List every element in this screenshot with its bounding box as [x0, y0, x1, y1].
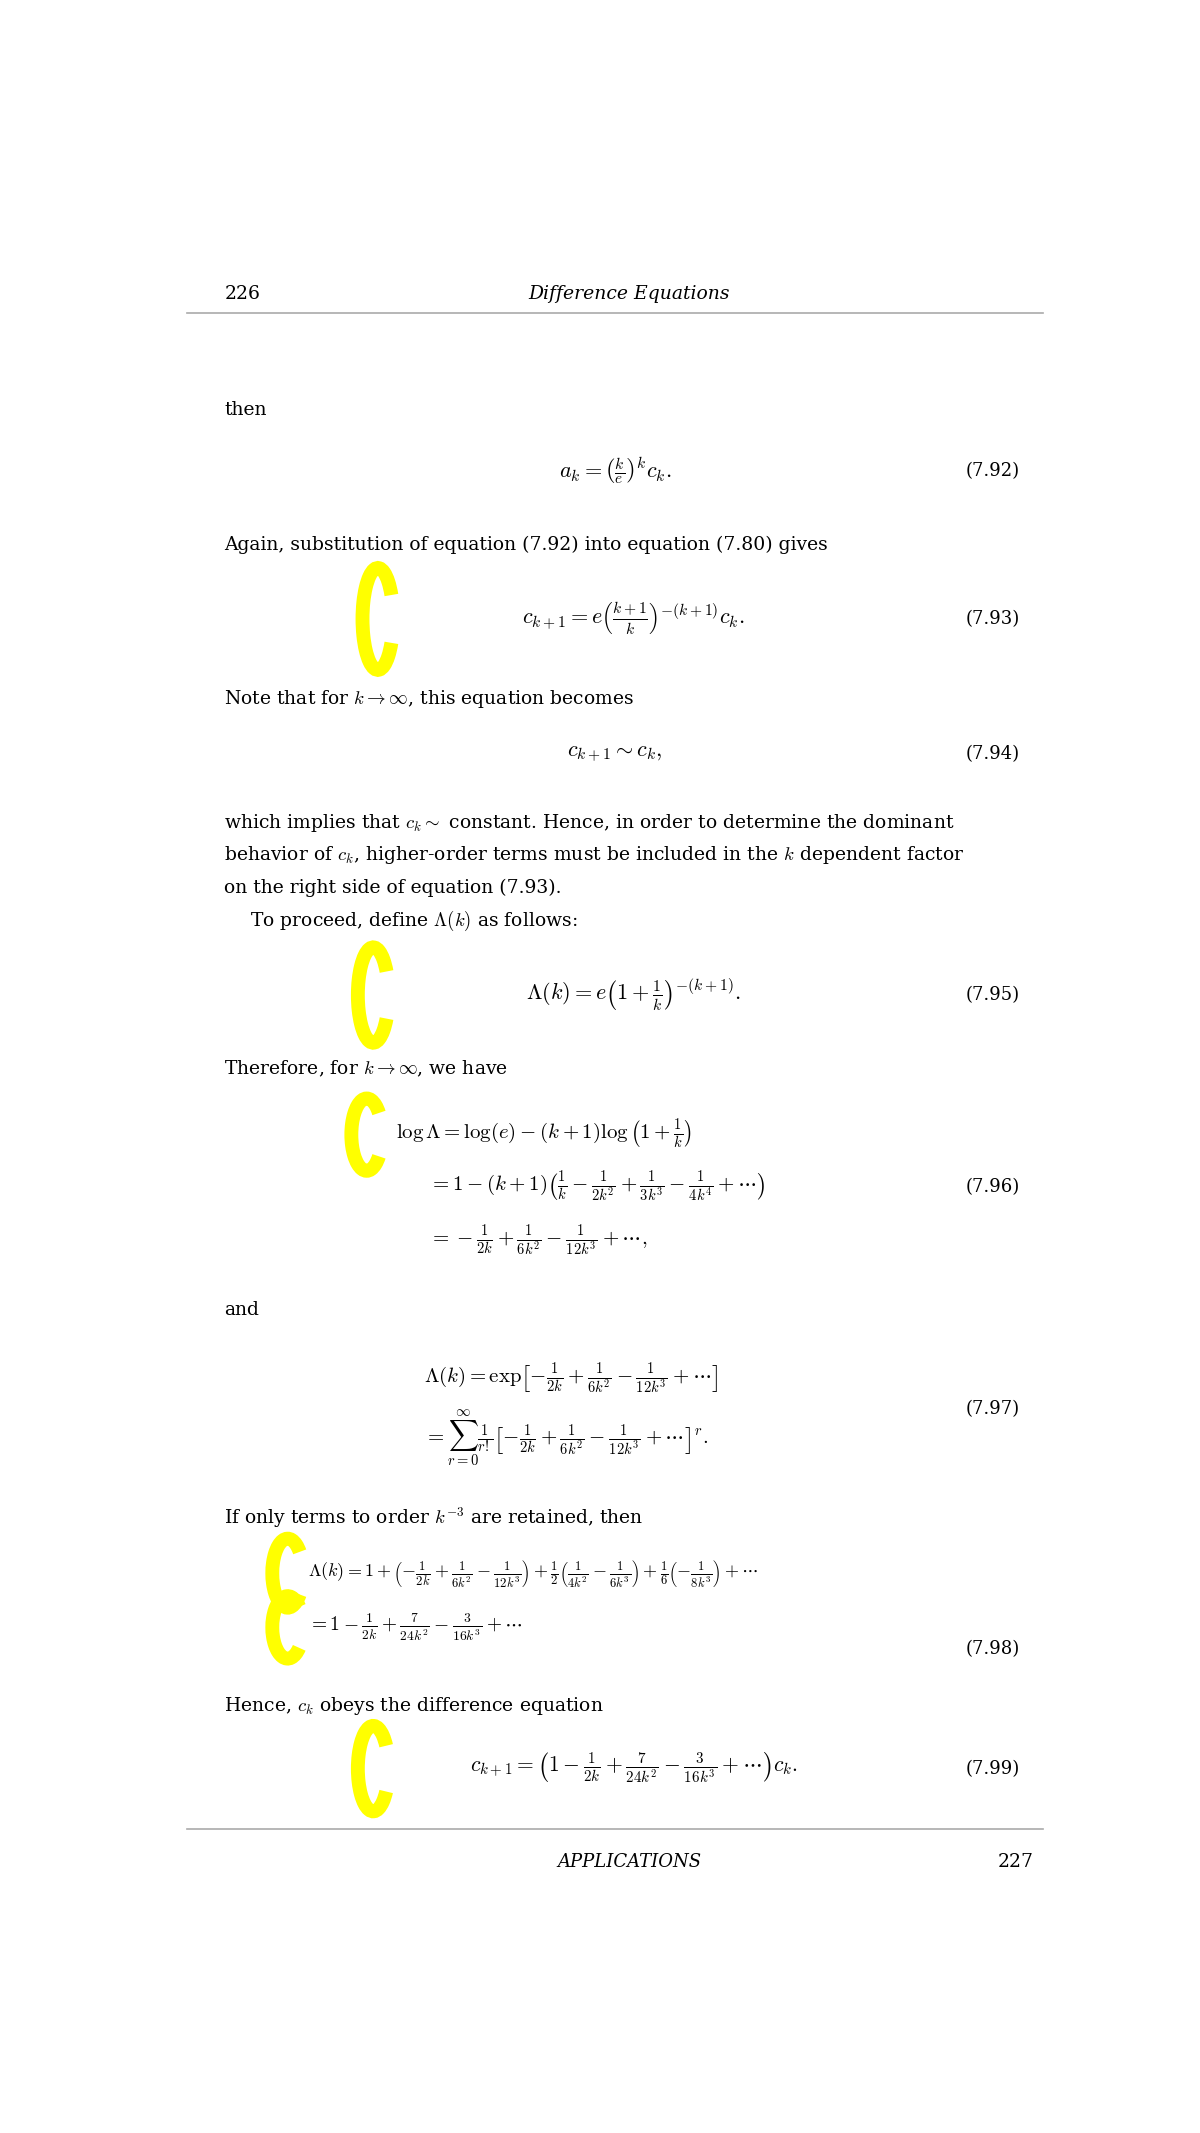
Text: $a_k = \left(\frac{k}{e}\right)^k c_k.$: $a_k = \left(\frac{k}{e}\right)^k c_k.$ — [559, 456, 671, 486]
Text: $= 1 - \frac{1}{2k} + \frac{7}{24k^2} - \frac{3}{16k^3} + \cdots$: $= 1 - \frac{1}{2k} + \frac{7}{24k^2} - … — [308, 1610, 523, 1642]
Text: Difference Equations: Difference Equations — [528, 284, 730, 303]
Text: $\log\Lambda = \log(e) - (k+1)\log\left(1 + \frac{1}{k}\right)$: $\log\Lambda = \log(e) - (k+1)\log\left(… — [396, 1118, 692, 1152]
Text: (7.96): (7.96) — [965, 1177, 1020, 1197]
Text: $\Lambda(k) = 1 + \left(-\frac{1}{2k} + \frac{1}{6k^2} - \frac{1}{12k^3}\right)+: $\Lambda(k) = 1 + \left(-\frac{1}{2k} + … — [308, 1557, 758, 1589]
Text: If only terms to order $k^{-3}$ are retained, then: If only terms to order $k^{-3}$ are reta… — [224, 1506, 643, 1529]
Text: then: then — [224, 401, 266, 420]
Text: (7.97): (7.97) — [966, 1399, 1020, 1418]
Text: Note that for $k \rightarrow \infty$, this equation becomes: Note that for $k \rightarrow \infty$, th… — [224, 689, 635, 710]
Text: $= 1 - (k+1)\left(\frac{1}{k} - \frac{1}{2k^2} + \frac{1}{3k^3} - \frac{1}{4k^4}: $= 1 - (k+1)\left(\frac{1}{k} - \frac{1}… — [430, 1169, 766, 1205]
Text: To proceed, define $\Lambda(k)$ as follows:: To proceed, define $\Lambda(k)$ as follo… — [251, 909, 578, 934]
Text: Again, substitution of equation (7.92) into equation (7.80) gives: Again, substitution of equation (7.92) i… — [224, 535, 828, 555]
Text: 227: 227 — [997, 1854, 1033, 1871]
Text: Therefore, for $k \rightarrow \infty$, we have: Therefore, for $k \rightarrow \infty$, w… — [224, 1058, 509, 1079]
Text: $c_{k+1} = \left(1 - \frac{1}{2k} + \frac{7}{24k^2} - \frac{3}{16k^3} + \cdots\r: $c_{k+1} = \left(1 - \frac{1}{2k} + \fra… — [469, 1751, 798, 1785]
Text: behavior of $c_k$, higher-order terms must be included in the $k$ dependent fact: behavior of $c_k$, higher-order terms mu… — [224, 845, 965, 866]
Text: $\Lambda(k) = e\left(1 + \frac{1}{k}\right)^{-(k+1)}.$: $\Lambda(k) = e\left(1 + \frac{1}{k}\rig… — [526, 977, 742, 1013]
Text: (7.98): (7.98) — [965, 1640, 1020, 1657]
Text: (7.94): (7.94) — [966, 744, 1020, 764]
Text: on the right side of equation (7.93).: on the right side of equation (7.93). — [224, 879, 562, 898]
Text: Hence, $c_k$ obeys the difference equation: Hence, $c_k$ obeys the difference equati… — [224, 1696, 604, 1717]
Text: (7.93): (7.93) — [965, 610, 1020, 627]
Text: (7.95): (7.95) — [966, 985, 1020, 1005]
Text: 226: 226 — [224, 284, 260, 303]
Text: $\Lambda(k) = \exp\!\left[-\frac{1}{2k} + \frac{1}{6k^2} - \frac{1}{12k^3} + \cd: $\Lambda(k) = \exp\!\left[-\frac{1}{2k} … — [425, 1361, 719, 1397]
Text: $= -\frac{1}{2k} + \frac{1}{6k^2} - \frac{1}{12k^3} + \cdots,$: $= -\frac{1}{2k} + \frac{1}{6k^2} - \fra… — [430, 1224, 648, 1258]
Text: which implies that $c_k \sim$ constant. Hence, in order to determine the dominan: which implies that $c_k \sim$ constant. … — [224, 811, 955, 834]
Text: $= \sum_{r=0}^{\infty}\frac{1}{r!}\left[-\frac{1}{2k} + \frac{1}{6k^2} - \frac{1: $= \sum_{r=0}^{\infty}\frac{1}{r!}\left[… — [425, 1408, 709, 1468]
Text: $c_{k+1} \sim c_k,$: $c_{k+1} \sim c_k,$ — [568, 742, 662, 764]
Text: and: and — [224, 1301, 259, 1320]
Text: (7.92): (7.92) — [966, 463, 1020, 480]
Text: (7.99): (7.99) — [965, 1760, 1020, 1777]
Text: APPLICATIONS: APPLICATIONS — [557, 1854, 701, 1871]
Text: $c_{k+1} = e\left(\frac{k+1}{k}\right)^{-(k+1)} c_k.$: $c_{k+1} = e\left(\frac{k+1}{k}\right)^{… — [522, 602, 745, 638]
